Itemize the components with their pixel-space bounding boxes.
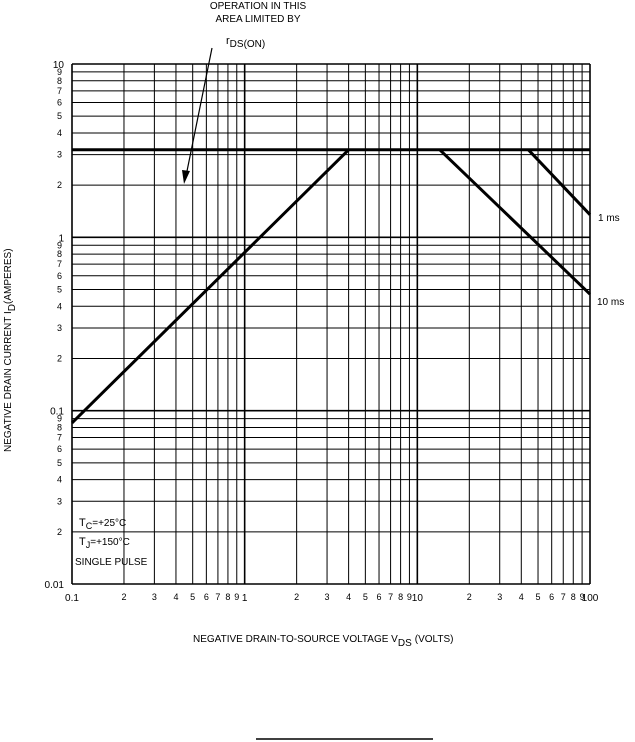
annotation-line-3: rDS(ON): [226, 35, 265, 50]
y-tick-label-minor: 4: [57, 128, 62, 138]
y-tick-label-minor: 9: [57, 67, 62, 77]
y-tick-label-minor: 7: [57, 86, 62, 96]
condition-tj-symbol: T: [79, 536, 86, 548]
y-axis-title: NEGATIVE DRAIN CURRENT ID(AMPERES): [3, 248, 18, 452]
x-tick-label-minor: 5: [190, 592, 195, 602]
y-tick-label-minor: 8: [57, 76, 62, 86]
series-line-10-ms: [438, 148, 592, 296]
condition-tj-subscript: J: [86, 540, 91, 550]
y-tick-label-minor: 8: [57, 422, 62, 432]
x-tick-label-minor: 4: [173, 592, 178, 602]
x-tick-label-minor: 9: [234, 592, 239, 602]
y-tick-label-minor: 3: [57, 150, 62, 160]
x-tick-label-major: 0.1: [65, 593, 79, 604]
y-tick-label-minor: 7: [57, 259, 62, 269]
x-tick-label-minor: 4: [519, 592, 524, 602]
x-tick-label-minor: 7: [561, 592, 566, 602]
annotation-arrow-line: [185, 47, 213, 177]
x-tick-label-minor: 3: [325, 592, 330, 602]
tick-labels: 2 3 4 5 6 7 8 9 2 3 4 5 6 7 8 9 2 3 4 5 6 7 8 90.1 1 10 1002345678…: [45, 60, 599, 604]
y-axis-title-text: NEGATIVE DRAIN CURRENT I: [3, 311, 14, 452]
annotation-r-symbol: r: [226, 35, 230, 47]
x-tick-label-minor: 8: [571, 592, 576, 602]
series-line-1-ms: [527, 148, 592, 216]
curve-label-10ms: 10 ms: [597, 297, 624, 308]
y-tick-label-minor: 5: [57, 111, 62, 121]
y-tick-label-minor: 5: [57, 285, 62, 295]
x-tick-label-minor: 9: [580, 592, 585, 602]
annotation-line-2: AREA LIMITED BY: [215, 14, 300, 25]
condition-tc-value: =+25°C: [92, 518, 126, 529]
x-tick-label-minor: 9: [407, 592, 412, 602]
x-tick-label-minor: 6: [549, 592, 554, 602]
y-tick-label-minor: 4: [57, 475, 62, 485]
y-tick-label-minor: 3: [57, 323, 62, 333]
y-tick-label-major: 0.01: [45, 580, 65, 591]
y-tick-label-minor: 2: [57, 353, 62, 363]
x-tick-label-minor: 5: [363, 592, 368, 602]
x-axis-title-unit: (VOLTS): [415, 634, 454, 645]
chart-series: [70, 148, 592, 424]
y-tick-label-minor: 9: [57, 240, 62, 250]
condition-tc: TC=+25°C: [79, 517, 126, 531]
x-tick-label-minor: 7: [215, 592, 220, 602]
condition-tj-value: =+150°C: [90, 537, 130, 548]
x-tick-label-minor: 4: [346, 592, 351, 602]
condition-tc-subscript: C: [86, 521, 93, 531]
condition-single-pulse: SINGLE PULSE: [75, 557, 148, 568]
curve-label-1ms: 1 ms: [598, 213, 620, 224]
x-tick-label-minor: 3: [497, 592, 502, 602]
x-tick-label-minor: 6: [204, 592, 209, 602]
series-line-rds-on-limit: [70, 148, 350, 424]
chart-grid: [71, 63, 591, 585]
x-tick-label-major: 100: [582, 593, 599, 604]
x-axis-title: NEGATIVE DRAIN-TO-SOURCE VOLTAGE VDS (VOL…: [193, 634, 453, 649]
y-tick-label-minor: 2: [57, 180, 62, 190]
y-tick-label-minor: 6: [57, 444, 62, 454]
x-tick-label-minor: 6: [377, 592, 382, 602]
y-tick-label-minor: 6: [57, 271, 62, 281]
x-tick-label-minor: 3: [152, 592, 157, 602]
y-tick-label-minor: 3: [57, 496, 62, 506]
y-tick-label-minor: 2: [57, 527, 62, 537]
x-tick-label-minor: 8: [398, 592, 403, 602]
y-axis-title-unit: (AMPERES): [3, 248, 14, 304]
y-tick-label-major: 0.1: [50, 407, 64, 418]
x-tick-label-minor: 7: [388, 592, 393, 602]
condition-tc-symbol: T: [79, 517, 86, 529]
x-tick-label-minor: 2: [294, 592, 299, 602]
condition-tj: TJ=+150°C: [79, 536, 130, 550]
annotation-line-1: OPERATION IN THIS: [210, 1, 307, 12]
annotation-r-subscript: DS(ON): [230, 39, 266, 50]
y-tick-label-minor: 9: [57, 414, 62, 424]
y-tick-label-major: 1: [58, 233, 64, 244]
y-tick-label-minor: 4: [57, 301, 62, 311]
x-axis-title-text: NEGATIVE DRAIN-TO-SOURCE VOLTAGE V: [193, 634, 398, 645]
x-tick-label-major: 1: [242, 593, 248, 604]
x-tick-label-minor: 2: [121, 592, 126, 602]
x-tick-label-minor: 5: [536, 592, 541, 602]
x-tick-label-major: 10: [412, 593, 424, 604]
y-tick-label-minor: 7: [57, 433, 62, 443]
y-tick-label-minor: 6: [57, 97, 62, 107]
x-axis-title-subscript: DS: [398, 638, 412, 649]
x-tick-label-minor: 2: [467, 592, 472, 602]
y-axis-title-subscript: D: [7, 304, 18, 311]
y-tick-label-major: 10: [53, 60, 65, 71]
y-tick-label-minor: 5: [57, 458, 62, 468]
x-tick-label-minor: 8: [225, 592, 230, 602]
annotation-arrow-head: [182, 170, 190, 184]
y-tick-label-minor: 8: [57, 249, 62, 259]
